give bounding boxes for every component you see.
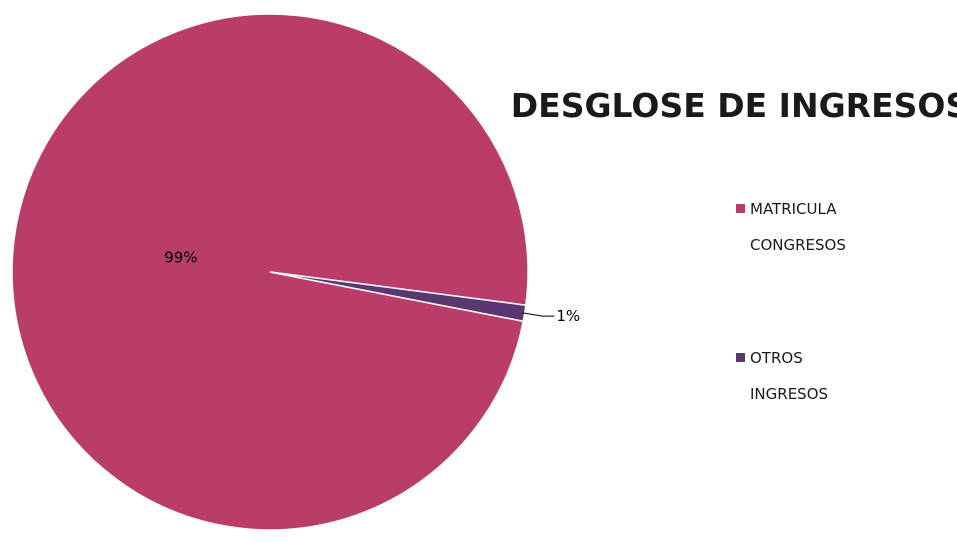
- data-labels: 99% 1%: [164, 249, 580, 326]
- legend-entry-matricula-congresos: MATRICULA CONGRESOS: [736, 200, 846, 254]
- legend: MATRICULA CONGRESOS OTROS INGRESOS: [736, 200, 846, 403]
- pie-slices: [11, 13, 529, 531]
- legend-swatch-otros-ingresos: [736, 353, 745, 362]
- chart-title: DESGLOSE DE INGRESOS: [511, 86, 957, 125]
- legend-label-line: INGRESOS: [750, 385, 828, 403]
- leader-line: [522, 312, 555, 317]
- legend-swatch-matricula-congresos: [736, 204, 745, 213]
- legend-label-line: MATRICULA: [750, 200, 837, 218]
- legend-label-line: CONGRESOS: [750, 236, 846, 254]
- data-label: 99%: [164, 249, 197, 267]
- legend-entry-otros-ingresos: OTROS INGRESOS: [736, 349, 828, 403]
- pie-slice-matricula-congresos: [11, 13, 529, 531]
- legend-label-line: OTROS: [750, 349, 803, 367]
- data-label: 1%: [556, 307, 580, 325]
